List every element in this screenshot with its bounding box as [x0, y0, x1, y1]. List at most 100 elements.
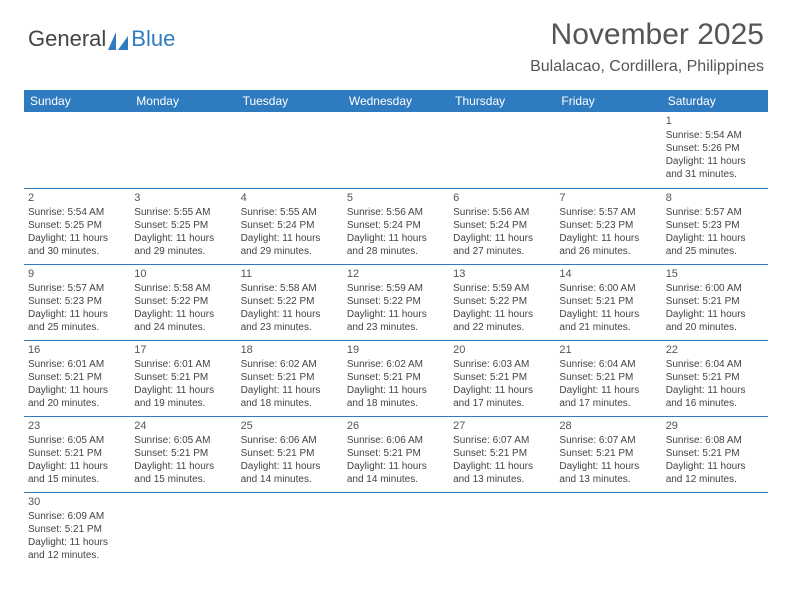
daylight-text: Daylight: 11 hours — [347, 308, 445, 321]
daylight-text: and 30 minutes. — [28, 245, 126, 258]
day-number: 4 — [241, 191, 339, 205]
calendar-week-row: 2Sunrise: 5:54 AMSunset: 5:25 PMDaylight… — [24, 188, 768, 264]
sunset-text: Sunset: 5:21 PM — [241, 371, 339, 384]
calendar-day-cell: 14Sunrise: 6:00 AMSunset: 5:21 PMDayligh… — [555, 264, 661, 340]
calendar-day-cell: 23Sunrise: 6:05 AMSunset: 5:21 PMDayligh… — [24, 416, 130, 492]
sunrise-text: Sunrise: 6:08 AM — [666, 434, 764, 447]
calendar-day-cell: 20Sunrise: 6:03 AMSunset: 5:21 PMDayligh… — [449, 340, 555, 416]
daylight-text: Daylight: 11 hours — [559, 308, 657, 321]
calendar-day-cell: 24Sunrise: 6:05 AMSunset: 5:21 PMDayligh… — [130, 416, 236, 492]
daylight-text: and 23 minutes. — [347, 321, 445, 334]
day-number: 20 — [453, 343, 551, 357]
daylight-text: Daylight: 11 hours — [347, 460, 445, 473]
day-number: 5 — [347, 191, 445, 205]
day-number: 12 — [347, 267, 445, 281]
day-number: 6 — [453, 191, 551, 205]
weekday-header-row: SundayMondayTuesdayWednesdayThursdayFrid… — [24, 90, 768, 112]
daylight-text: and 13 minutes. — [559, 473, 657, 486]
calendar-day-cell: 3Sunrise: 5:55 AMSunset: 5:25 PMDaylight… — [130, 188, 236, 264]
daylight-text: Daylight: 11 hours — [666, 308, 764, 321]
daylight-text: and 24 minutes. — [134, 321, 232, 334]
daylight-text: and 12 minutes. — [28, 549, 126, 562]
calendar-empty-cell — [662, 492, 768, 568]
weekday-header: Saturday — [662, 90, 768, 112]
calendar-week-row: 30Sunrise: 6:09 AMSunset: 5:21 PMDayligh… — [24, 492, 768, 568]
daylight-text: Daylight: 11 hours — [134, 308, 232, 321]
calendar-day-cell: 27Sunrise: 6:07 AMSunset: 5:21 PMDayligh… — [449, 416, 555, 492]
calendar-day-cell: 8Sunrise: 5:57 AMSunset: 5:23 PMDaylight… — [662, 188, 768, 264]
daylight-text: Daylight: 11 hours — [241, 384, 339, 397]
daylight-text: and 23 minutes. — [241, 321, 339, 334]
calendar-table: SundayMondayTuesdayWednesdayThursdayFrid… — [24, 90, 768, 568]
sunrise-text: Sunrise: 6:06 AM — [241, 434, 339, 447]
calendar-day-cell: 25Sunrise: 6:06 AMSunset: 5:21 PMDayligh… — [237, 416, 343, 492]
sunset-text: Sunset: 5:26 PM — [666, 142, 764, 155]
daylight-text: and 29 minutes. — [241, 245, 339, 258]
daylight-text: Daylight: 11 hours — [347, 384, 445, 397]
sunset-text: Sunset: 5:21 PM — [666, 295, 764, 308]
daylight-text: and 15 minutes. — [134, 473, 232, 486]
sunrise-text: Sunrise: 6:03 AM — [453, 358, 551, 371]
day-number: 18 — [241, 343, 339, 357]
daylight-text: Daylight: 11 hours — [666, 232, 764, 245]
calendar-day-cell: 5Sunrise: 5:56 AMSunset: 5:24 PMDaylight… — [343, 188, 449, 264]
day-number: 21 — [559, 343, 657, 357]
daylight-text: Daylight: 11 hours — [241, 460, 339, 473]
title-area: November 2025 Bulalacao, Cordillera, Phi… — [530, 18, 764, 76]
calendar-body: 1Sunrise: 5:54 AMSunset: 5:26 PMDaylight… — [24, 112, 768, 568]
sunset-text: Sunset: 5:24 PM — [241, 219, 339, 232]
sunrise-text: Sunrise: 6:00 AM — [666, 282, 764, 295]
sunset-text: Sunset: 5:22 PM — [347, 295, 445, 308]
calendar-empty-cell — [130, 492, 236, 568]
sunrise-text: Sunrise: 5:55 AM — [241, 206, 339, 219]
daylight-text: and 14 minutes. — [347, 473, 445, 486]
day-number: 16 — [28, 343, 126, 357]
day-number: 24 — [134, 419, 232, 433]
sunset-text: Sunset: 5:21 PM — [134, 371, 232, 384]
sunset-text: Sunset: 5:23 PM — [28, 295, 126, 308]
sunrise-text: Sunrise: 5:54 AM — [666, 129, 764, 142]
calendar-day-cell: 13Sunrise: 5:59 AMSunset: 5:22 PMDayligh… — [449, 264, 555, 340]
daylight-text: Daylight: 11 hours — [453, 384, 551, 397]
day-number: 10 — [134, 267, 232, 281]
daylight-text: and 25 minutes. — [666, 245, 764, 258]
daylight-text: and 27 minutes. — [453, 245, 551, 258]
calendar-day-cell: 19Sunrise: 6:02 AMSunset: 5:21 PMDayligh… — [343, 340, 449, 416]
calendar-empty-cell — [449, 492, 555, 568]
daylight-text: Daylight: 11 hours — [28, 536, 126, 549]
daylight-text: and 18 minutes. — [347, 397, 445, 410]
daylight-text: Daylight: 11 hours — [347, 232, 445, 245]
daylight-text: and 22 minutes. — [453, 321, 551, 334]
daylight-text: and 25 minutes. — [28, 321, 126, 334]
weekday-header: Tuesday — [237, 90, 343, 112]
sunrise-text: Sunrise: 5:59 AM — [347, 282, 445, 295]
sunrise-text: Sunrise: 5:56 AM — [453, 206, 551, 219]
day-number: 11 — [241, 267, 339, 281]
sunrise-text: Sunrise: 6:02 AM — [347, 358, 445, 371]
day-number: 28 — [559, 419, 657, 433]
weekday-header: Monday — [130, 90, 236, 112]
calendar-day-cell: 16Sunrise: 6:01 AMSunset: 5:21 PMDayligh… — [24, 340, 130, 416]
day-number: 9 — [28, 267, 126, 281]
day-number: 7 — [559, 191, 657, 205]
daylight-text: and 20 minutes. — [666, 321, 764, 334]
calendar-day-cell: 9Sunrise: 5:57 AMSunset: 5:23 PMDaylight… — [24, 264, 130, 340]
daylight-text: Daylight: 11 hours — [453, 460, 551, 473]
sunrise-text: Sunrise: 6:05 AM — [134, 434, 232, 447]
day-number: 13 — [453, 267, 551, 281]
calendar-day-cell: 17Sunrise: 6:01 AMSunset: 5:21 PMDayligh… — [130, 340, 236, 416]
calendar-day-cell: 28Sunrise: 6:07 AMSunset: 5:21 PMDayligh… — [555, 416, 661, 492]
calendar-empty-cell — [237, 492, 343, 568]
calendar-empty-cell — [555, 112, 661, 188]
calendar-day-cell: 26Sunrise: 6:06 AMSunset: 5:21 PMDayligh… — [343, 416, 449, 492]
sunrise-text: Sunrise: 5:58 AM — [241, 282, 339, 295]
sunrise-text: Sunrise: 6:01 AM — [28, 358, 126, 371]
calendar-empty-cell — [130, 112, 236, 188]
sunrise-text: Sunrise: 5:55 AM — [134, 206, 232, 219]
day-number: 30 — [28, 495, 126, 509]
sunset-text: Sunset: 5:21 PM — [559, 371, 657, 384]
calendar-day-cell: 30Sunrise: 6:09 AMSunset: 5:21 PMDayligh… — [24, 492, 130, 568]
sunrise-text: Sunrise: 5:58 AM — [134, 282, 232, 295]
calendar-empty-cell — [343, 492, 449, 568]
sunrise-text: Sunrise: 6:04 AM — [559, 358, 657, 371]
